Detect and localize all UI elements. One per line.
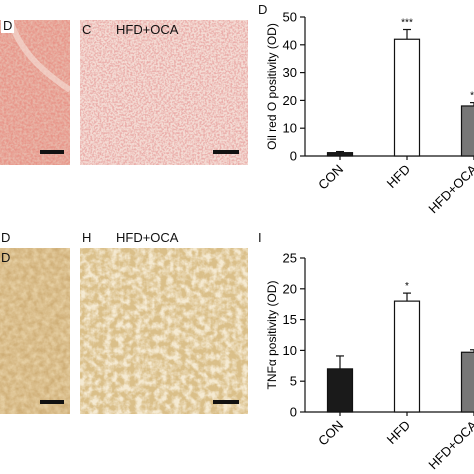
x-tick-label: HFD: [384, 418, 413, 447]
panel-letter-i: I: [258, 230, 262, 245]
oil-red-micrograph-hfd: D: [0, 20, 70, 165]
y-tick-label: 40: [283, 37, 297, 52]
oil-red-texture-hfd-oca: [80, 20, 248, 165]
panel-letter-c: C: [82, 22, 92, 37]
y-tick-label: 20: [283, 281, 297, 296]
bar: [393, 300, 421, 413]
oil-red-texture-hfd: [0, 20, 70, 165]
x-tick-label: HFD: [384, 162, 413, 191]
y-tick-label: 20: [283, 93, 297, 108]
scale-bar: [213, 150, 239, 154]
scale-bar: [213, 400, 239, 404]
y-axis-label: Oil red O positivity (OD): [265, 23, 279, 150]
bar: [393, 38, 421, 157]
y-axis-label: TNFα positivity (OD): [265, 281, 279, 390]
tnf-micrograph-hfd: D: [0, 248, 70, 414]
y-tick-label: 0: [290, 149, 297, 164]
tnf-texture-hfd: [0, 248, 70, 414]
panel-title-h-outer: HFD+OCA: [116, 230, 179, 245]
y-tick-label: 15: [283, 312, 297, 327]
bar: [460, 351, 474, 413]
oil-red-micrograph-hfd-oca: C HFD+OCA: [80, 20, 248, 165]
significance-marker: **: [470, 91, 474, 102]
tnf-texture-hfd-oca: [80, 248, 248, 414]
panel-letter-h-outer: H: [82, 230, 92, 245]
y-tick-label: 10: [283, 343, 297, 358]
y-tick-label: 25: [283, 251, 297, 266]
oil-red-o-bar-chart: Oil red O positivity (OD) 0 10 20 30 40 50 CON *…: [265, 10, 474, 216]
scale-bar: [40, 400, 64, 404]
panel-letter-g-outer: D: [1, 230, 11, 245]
bar: [460, 105, 474, 157]
y-tick-label: 30: [283, 65, 297, 80]
y-tick-label: 50: [283, 10, 297, 25]
panel-letter-b-partial: D: [1, 20, 15, 33]
x-tick-label: CON: [315, 418, 346, 449]
tnf-alpha-bar-chart: TNFα positivity (OD)0510152025CON*HFD○○H…: [265, 251, 474, 472]
significance-marker: *: [405, 281, 409, 292]
y-tick-label: 0: [290, 405, 297, 420]
scale-bar: [40, 150, 64, 154]
y-tick-label: 10: [283, 121, 297, 136]
x-tick-label: HFD+OCA: [425, 417, 474, 472]
x-tick-label: HFD+OCA: [425, 161, 474, 216]
significance-marker: ***: [401, 18, 413, 29]
y-tick-label: 5: [290, 374, 297, 389]
bar: [326, 368, 354, 413]
bar: [326, 152, 354, 157]
panel-letter-d: D: [258, 2, 268, 17]
panel-letter-g-partial: D: [1, 250, 11, 265]
panel-title-c: HFD+OCA: [116, 22, 179, 37]
tnf-micrograph-hfd-oca: H HFD+OCA: [80, 248, 248, 414]
x-tick-label: CON: [315, 162, 346, 193]
